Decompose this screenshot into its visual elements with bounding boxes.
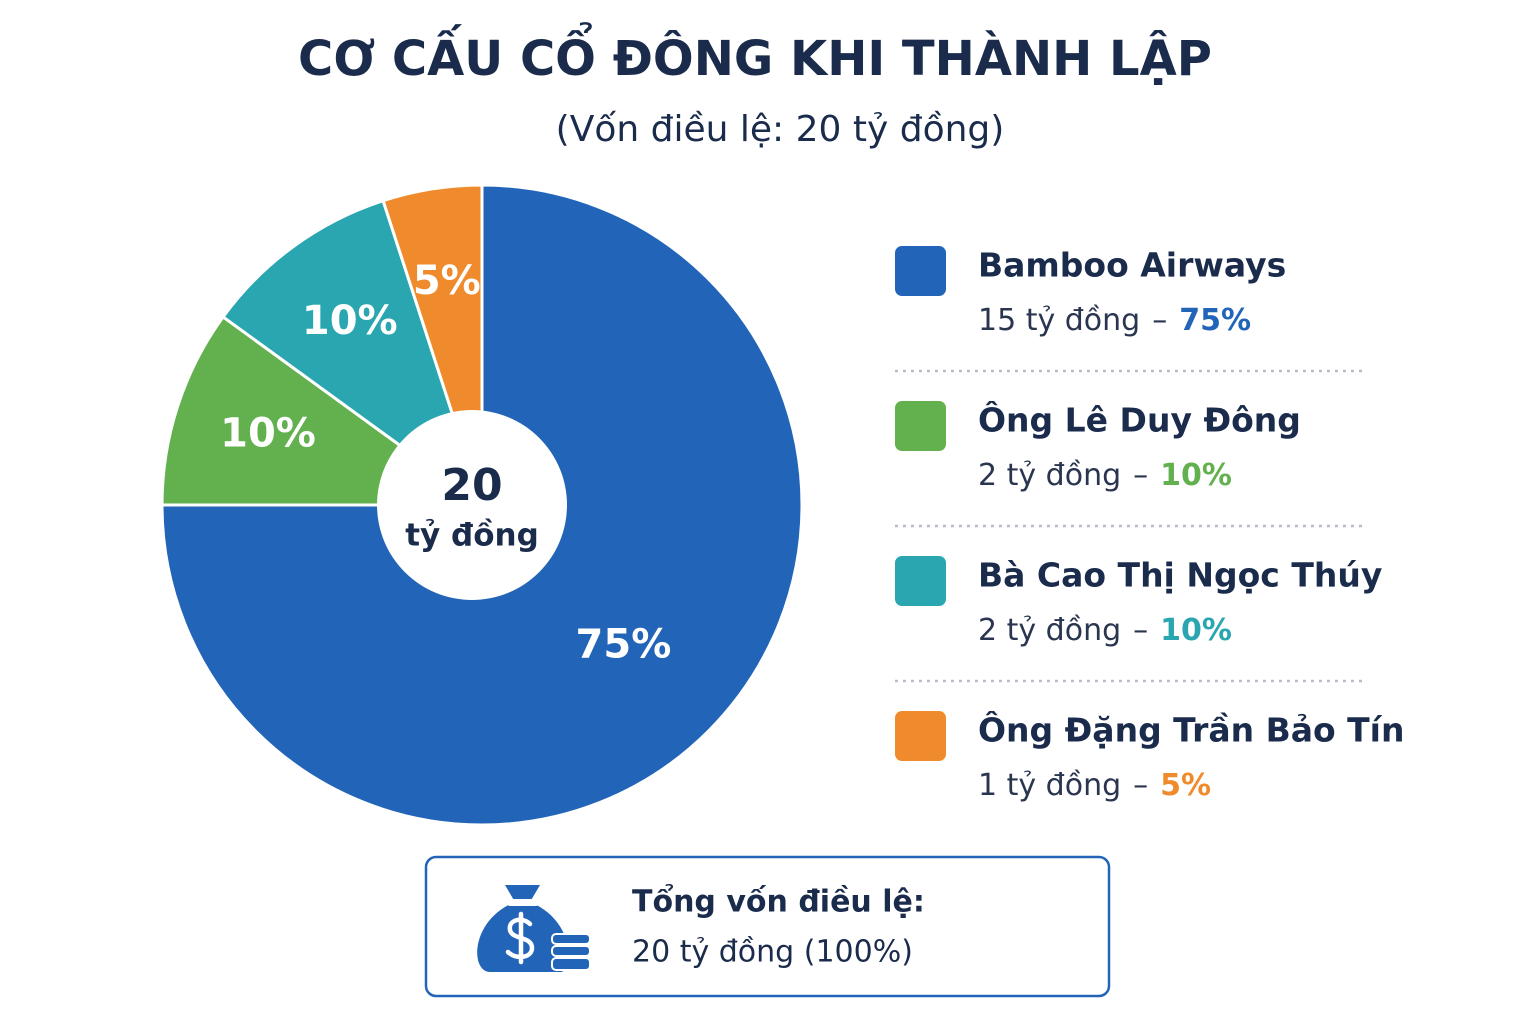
legend-percent: 10% xyxy=(1160,613,1232,648)
legend-percent: 10% xyxy=(1160,458,1232,493)
legend-label: Ông Lê Duy Đông xyxy=(978,400,1301,440)
legend-amount: 2 tỷ đồng xyxy=(978,613,1121,648)
summary-text: 20 tỷ đồng (100%) xyxy=(632,935,913,970)
slice-label: 10% xyxy=(302,298,398,344)
legend-detail: 1 tỷ đồng –5% xyxy=(978,768,1211,803)
legend-label: Ông Đặng Trần Bảo Tín xyxy=(978,710,1405,750)
legend-separator: – xyxy=(1133,458,1148,493)
legend-detail: 15 tỷ đồng –75% xyxy=(978,303,1251,338)
legend-swatch xyxy=(895,711,946,761)
legend-separator: – xyxy=(1152,303,1167,338)
legend-separator: – xyxy=(1133,768,1148,803)
money-icon xyxy=(477,885,591,972)
legend-amount: 15 tỷ đồng xyxy=(978,303,1140,338)
legend-detail: 2 tỷ đồng –10% xyxy=(978,613,1232,648)
legend-label: Bà Cao Thị Ngọc Thúy xyxy=(978,556,1382,595)
chart-title: CƠ CẤU CỔ ĐÔNG KHI THÀNH LẬP xyxy=(298,22,1212,87)
legend-detail: 2 tỷ đồng –10% xyxy=(978,458,1232,493)
legend-swatch xyxy=(895,246,946,296)
legend-swatch xyxy=(895,556,946,606)
legend-percent: 75% xyxy=(1179,303,1251,338)
summary-box xyxy=(424,855,1111,998)
center-unit: tỷ đồng xyxy=(405,518,539,554)
legend-percent: 5% xyxy=(1160,768,1211,803)
slice-label: 10% xyxy=(220,410,316,456)
legend-amount: 2 tỷ đồng xyxy=(978,458,1121,493)
legend-label: Bamboo Airways xyxy=(978,246,1286,285)
chart-subtitle: (Vốn điều lệ: 20 tỷ đồng) xyxy=(556,109,1005,150)
summary-title: Tổng vốn điều lệ: xyxy=(632,884,925,920)
legend-amount: 1 tỷ đồng xyxy=(978,768,1121,803)
legend-swatch xyxy=(895,401,946,451)
donut-hole xyxy=(377,410,567,600)
slice-label: 5% xyxy=(413,258,481,304)
center-value: 20 xyxy=(441,460,502,511)
legend-separator: – xyxy=(1133,613,1148,648)
slice-label: 75% xyxy=(576,621,672,667)
